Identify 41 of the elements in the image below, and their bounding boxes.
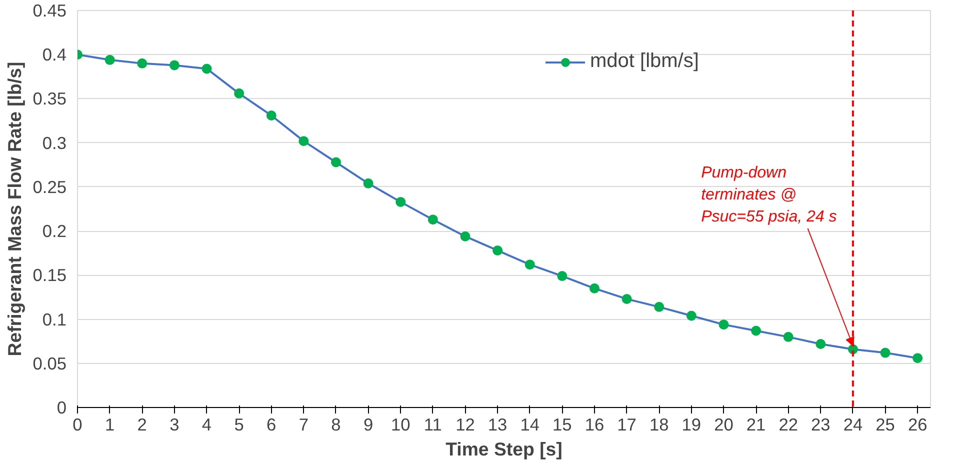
x-tick-label: 6 [266, 414, 276, 434]
x-tick-label: 12 [456, 414, 475, 434]
x-tick-label: 2 [137, 414, 147, 434]
y-tick-label: 0.4 [42, 44, 67, 65]
x-tick-label: 7 [298, 414, 308, 434]
x-axis-title: Time Step [s] [446, 438, 562, 460]
x-tick-label: 9 [363, 414, 374, 434]
x-tick-label: 4 [202, 414, 212, 434]
x-tick-label: 8 [331, 414, 341, 434]
y-tick-label: 0.2 [42, 221, 67, 242]
y-tick-label: 0 [56, 398, 67, 418]
y-tick-label: 0.3 [42, 132, 67, 153]
x-tick-label: 25 [876, 414, 895, 434]
y-tick-label: 0.45 [32, 0, 67, 20]
y-axis-title: Refrigerant Mass Flow Rate [lb/s] [4, 62, 25, 356]
x-tick-label: 18 [649, 414, 669, 434]
x-tick-label: 22 [778, 414, 798, 434]
x-tick-label: 15 [552, 414, 572, 434]
y-tick-label: 0.25 [32, 176, 67, 197]
legend-label: mdot [lbm/s] [590, 50, 700, 73]
x-tick-label: 11 [424, 414, 442, 434]
x-tick-label: 13 [488, 414, 508, 434]
y-tick-label: 0.1 [42, 309, 67, 330]
x-tick-label: 23 [811, 414, 830, 434]
x-tick-label: 21 [746, 414, 766, 434]
x-tick-label: 19 [682, 414, 702, 434]
annotation: Pump-down terminates @ Psuc=55 psia, 24 s [701, 164, 837, 226]
x-tick-label: 17 [617, 414, 636, 434]
x-tick-label: 14 [520, 414, 540, 434]
x-tick-label: 20 [714, 414, 734, 434]
x-tick-label: 1 [104, 414, 115, 434]
x-tick-label: 16 [584, 414, 604, 434]
x-tick-label: 0 [72, 414, 82, 434]
y-tick-label: 0.35 [32, 88, 67, 109]
y-tick-label: 0.15 [32, 265, 67, 286]
x-tick-label: 24 [843, 414, 863, 434]
x-tick-label: 3 [170, 414, 180, 434]
x-tick-label: 10 [390, 414, 410, 434]
y-tick-label: 0.05 [32, 353, 67, 374]
x-tick-label: 26 [908, 414, 928, 434]
x-tick-label: 5 [234, 414, 244, 434]
